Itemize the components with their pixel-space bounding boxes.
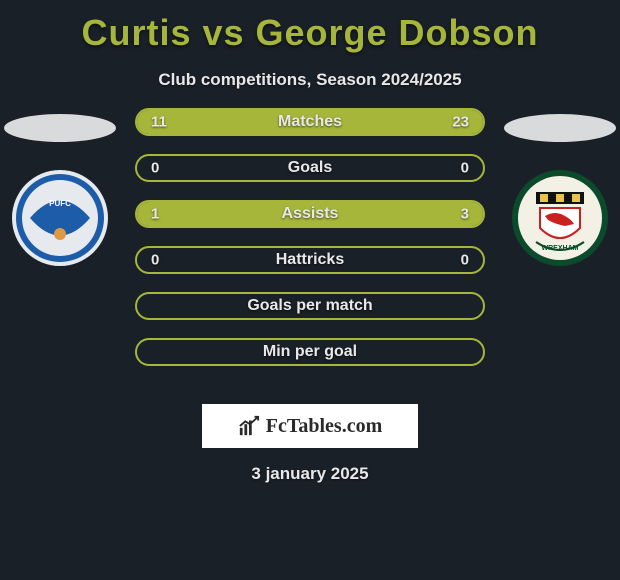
stat-value-right: 23 [452, 114, 469, 131]
body-area: PUFC WREXHAM 11 23 Matches 0 0 Goals 1 3 Assists… [0, 108, 620, 388]
stat-bar: 1 3 Assists [135, 200, 485, 228]
player-left-col: PUFC [0, 108, 120, 268]
svg-text:WREXHAM: WREXHAM [542, 245, 579, 252]
svg-text:PUFC: PUFC [49, 199, 71, 208]
player-right-avatar-placeholder [504, 114, 616, 142]
branding-text: FcTables.com [266, 415, 382, 438]
stat-value-right: 3 [461, 206, 469, 223]
stat-bar: 0 0 Goals [135, 154, 485, 182]
stat-label: Min per goal [263, 343, 357, 361]
stat-label: Goals [288, 159, 332, 177]
stat-value-left: 1 [151, 206, 159, 223]
fctables-logo-icon [238, 415, 260, 437]
stat-value-left: 0 [151, 252, 159, 269]
player-right-col: WREXHAM [500, 108, 620, 268]
stat-label: Assists [282, 205, 339, 223]
stat-bar: 11 23 Matches [135, 108, 485, 136]
stat-value-left: 0 [151, 160, 159, 177]
stat-label: Goals per match [247, 297, 372, 315]
subtitle: Club competitions, Season 2024/2025 [0, 70, 620, 90]
stat-bar: Goals per match [135, 292, 485, 320]
stat-value-right: 0 [461, 160, 469, 177]
date-label: 3 january 2025 [0, 464, 620, 484]
stat-bar: 0 0 Hattricks [135, 246, 485, 274]
stat-value-right: 0 [461, 252, 469, 269]
player-left-avatar-placeholder [4, 114, 116, 142]
stat-label: Matches [278, 113, 342, 131]
stat-column: 11 23 Matches 0 0 Goals 1 3 Assists 0 0 Hattricks Go… [135, 108, 485, 366]
page-title: Curtis vs George Dobson [0, 12, 620, 54]
club-crest-right: WREXHAM [510, 168, 610, 268]
stat-fill-right [224, 202, 484, 226]
stat-bar: Min per goal [135, 338, 485, 366]
stat-fill-left [137, 202, 224, 226]
comparison-card: Curtis vs George Dobson Club competition… [0, 0, 620, 580]
stat-value-left: 11 [151, 114, 167, 131]
club-crest-left: PUFC [10, 168, 110, 268]
stat-label: Hattricks [276, 251, 344, 269]
branding-box: FcTables.com [202, 404, 418, 448]
